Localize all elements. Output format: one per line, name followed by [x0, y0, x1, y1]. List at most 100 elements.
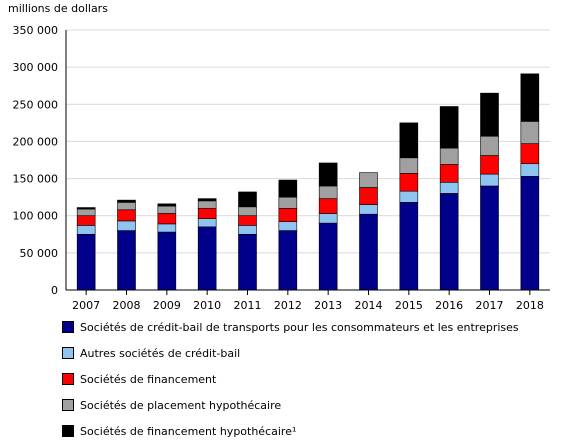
bar-segment: [238, 206, 257, 217]
tick-labels: 0 50 000 100 000 150 000 200 000 250 000 300 0…: [13, 24, 544, 310]
bar-segment: [76, 225, 96, 235]
legend-swatch: [62, 399, 74, 411]
bar-segment: [439, 181, 459, 194]
bar-segment: [359, 187, 378, 205]
legend-item: Sociétés de crédit-bail de transports po…: [62, 318, 519, 336]
bar-segment: [197, 218, 217, 228]
legend-label: Sociétés de financement hypothécaire¹: [80, 424, 297, 438]
bar-segment: [157, 205, 177, 214]
bar-segment: [439, 193, 459, 291]
legend-label: Sociétés de placement hypothécaire: [80, 398, 282, 412]
x-tick-label: 2011: [234, 299, 262, 310]
bar-segment: [439, 147, 459, 165]
bar-segment: [399, 173, 419, 192]
x-tick-label: 2014: [355, 299, 383, 310]
legend-label: Sociétés de financement: [80, 372, 217, 386]
bar-segment: [238, 233, 257, 291]
legend-swatch: [62, 425, 74, 437]
y-tick-label: 300 000: [13, 61, 59, 74]
bar-segment: [318, 185, 338, 199]
bar-segment: [480, 155, 499, 175]
bar-segment: [76, 208, 96, 217]
bar-segment: [399, 190, 419, 203]
bar-segment: [439, 164, 459, 183]
y-tick-label: 250 000: [13, 98, 59, 111]
legend-item: Autres sociétés de crédit-bail: [62, 344, 519, 362]
bar-segment: [520, 121, 540, 144]
x-tick-label: 2009: [153, 299, 181, 310]
bar-segment: [197, 226, 217, 291]
bar-segment: [278, 196, 298, 209]
legend: Sociétés de crédit-bail de transports po…: [62, 318, 519, 448]
bar-segment: [359, 213, 378, 291]
gridlines: [66, 29, 550, 254]
x-tick-label: 2016: [435, 299, 463, 310]
bar-segment: [117, 230, 136, 291]
bar-segment: [278, 230, 298, 291]
bar-segment: [117, 202, 136, 211]
x-tick-label: 2008: [113, 299, 141, 310]
bar-segment: [520, 73, 540, 122]
bar-segment: [439, 106, 459, 149]
y-axis-unit-label: millions de dollars: [8, 2, 108, 15]
bar-segment: [76, 207, 96, 210]
bar-segment: [318, 198, 338, 214]
bar-segment: [197, 200, 217, 209]
bar-segment: [520, 163, 540, 177]
bar-segment: [359, 172, 378, 188]
y-tick-label: 50 000: [20, 247, 59, 260]
bar-segment: [399, 157, 419, 174]
bar-segment: [318, 162, 338, 187]
bar-segment: [197, 198, 217, 202]
bar-segment: [480, 135, 499, 156]
x-tick-label: 2010: [193, 299, 221, 310]
y-tick-label: 350 000: [13, 24, 59, 37]
legend-label: Sociétés de crédit-bail de transports po…: [80, 320, 519, 334]
bar-segment: [318, 222, 338, 291]
legend-label: Autres sociétés de crédit-bail: [80, 346, 241, 360]
legend-swatch: [62, 321, 74, 333]
bar-segment: [278, 207, 298, 222]
bar-segment: [278, 221, 298, 231]
legend-item: Sociétés de financement hypothécaire¹: [62, 422, 519, 440]
x-tick-label: 2013: [314, 299, 342, 310]
bar-segment: [157, 223, 177, 233]
bar-segment: [157, 231, 177, 291]
legend-swatch: [62, 373, 74, 385]
bar-segment: [399, 122, 419, 159]
bar-segment: [238, 191, 257, 208]
legend-item: Sociétés de placement hypothécaire: [62, 396, 519, 414]
bar-segment: [76, 215, 96, 226]
bar-segment: [480, 185, 499, 291]
bar-segment: [359, 204, 378, 215]
bar-segment: [520, 176, 540, 291]
y-tick-label: 0: [51, 284, 58, 297]
legend-swatch: [62, 347, 74, 359]
bar-segment: [480, 92, 499, 137]
x-tick-label: 2015: [395, 299, 423, 310]
y-tick-label: 150 000: [13, 173, 59, 186]
stacked-bar-chart: 0 50 000 100 000 150 000 200 000 250 000 300 0…: [13, 24, 550, 310]
bar-segment: [117, 199, 136, 203]
x-tick-label: 2018: [516, 299, 544, 310]
bar-segment: [480, 173, 499, 187]
y-tick-label: 200 000: [13, 135, 59, 148]
x-tick-label: 2012: [274, 299, 302, 310]
bars: [76, 73, 540, 291]
bar-segment: [278, 179, 298, 198]
x-tick-label: 2007: [72, 299, 100, 310]
bar-segment: [76, 233, 96, 291]
bar-segment: [157, 203, 177, 207]
legend-item: Sociétés de financement: [62, 370, 519, 388]
bar-segment: [318, 213, 338, 224]
bar-segment: [117, 220, 136, 231]
bar-segment: [197, 207, 217, 219]
axes: [65, 30, 550, 295]
bar-segment: [117, 209, 136, 222]
bar-segment: [238, 225, 257, 235]
y-tick-label: 100 000: [13, 210, 59, 223]
x-tick-label: 2017: [476, 299, 504, 310]
bar-segment: [399, 202, 419, 291]
bar-segment: [238, 215, 257, 226]
bar-segment: [157, 213, 177, 225]
